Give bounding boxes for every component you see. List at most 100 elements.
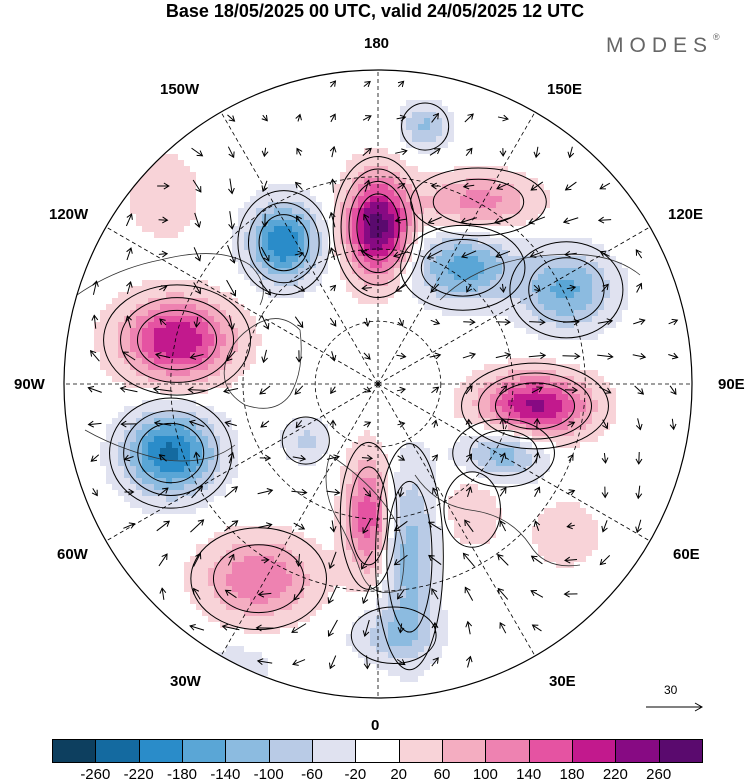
field-cell xyxy=(502,370,509,377)
field-cell xyxy=(274,340,281,347)
field-cell xyxy=(160,226,167,233)
field-cell xyxy=(376,154,383,161)
field-cell xyxy=(448,220,455,227)
field-cell xyxy=(544,286,551,293)
field-cell xyxy=(130,346,137,353)
field-cell xyxy=(676,328,683,335)
field-cell xyxy=(568,226,575,233)
field-cell xyxy=(244,214,251,221)
field-cell xyxy=(352,304,359,311)
field-cell xyxy=(634,406,641,413)
field-cell xyxy=(400,208,407,215)
field-cell xyxy=(610,268,617,275)
field-cell xyxy=(430,292,437,299)
field-cell xyxy=(550,364,557,371)
field-cell xyxy=(178,328,185,335)
field-cell xyxy=(472,358,479,365)
field-cell xyxy=(460,160,467,167)
field-cell xyxy=(256,340,263,347)
field-cell xyxy=(418,388,425,395)
field-cell xyxy=(490,136,497,143)
field-cell xyxy=(160,352,167,359)
field-cell xyxy=(136,286,143,293)
field-cell xyxy=(232,148,239,155)
field-cell xyxy=(400,286,407,293)
field-cell xyxy=(148,226,155,233)
field-cell xyxy=(154,190,161,197)
field-cell xyxy=(154,358,161,365)
field-cell xyxy=(124,274,131,281)
field-cell xyxy=(238,280,245,287)
field-cell xyxy=(364,136,371,143)
field-cell xyxy=(148,364,155,371)
field-cell xyxy=(436,166,443,173)
field-cell xyxy=(442,376,449,383)
field-cell xyxy=(490,292,497,299)
field-cell xyxy=(280,322,287,329)
field-cell xyxy=(622,406,629,413)
field-cell xyxy=(412,310,419,317)
field-cell xyxy=(580,400,587,407)
field-cell xyxy=(214,124,221,131)
field-cell xyxy=(574,322,581,329)
field-cell xyxy=(118,316,125,323)
field-cell xyxy=(238,298,245,305)
field-cell xyxy=(634,316,641,323)
field-cell xyxy=(568,250,575,257)
field-cell xyxy=(544,304,551,311)
field-cell xyxy=(184,292,191,299)
field-cell xyxy=(172,286,179,293)
field-cell xyxy=(208,256,215,263)
field-cell xyxy=(106,256,113,263)
field-cell xyxy=(196,238,203,245)
field-cell xyxy=(448,94,455,101)
field-cell xyxy=(520,166,527,173)
field-cell xyxy=(424,316,431,323)
field-cell xyxy=(388,394,395,401)
field-cell xyxy=(574,148,581,155)
field-cell xyxy=(364,172,371,179)
field-cell xyxy=(622,364,629,371)
field-cell xyxy=(274,316,281,323)
field-cell xyxy=(472,400,479,407)
field-cell xyxy=(610,196,617,203)
field-cell xyxy=(340,298,347,305)
field-cell xyxy=(310,358,317,365)
field-cell xyxy=(550,340,557,347)
field-cell xyxy=(358,142,365,149)
field-cell xyxy=(304,328,311,335)
field-cell xyxy=(370,196,377,203)
field-cell xyxy=(244,130,251,137)
field-cell xyxy=(190,154,197,161)
field-cell xyxy=(478,394,485,401)
field-cell xyxy=(478,238,485,245)
field-cell xyxy=(400,190,407,197)
field-cell xyxy=(352,106,359,113)
field-cell xyxy=(628,280,635,287)
field-cell xyxy=(622,238,629,245)
field-cell xyxy=(460,106,467,113)
field-cell xyxy=(286,316,293,323)
field-cell xyxy=(244,352,251,359)
field-cell xyxy=(676,364,683,371)
field-cell xyxy=(574,310,581,317)
field-cell xyxy=(616,358,623,365)
field-cell xyxy=(586,214,593,221)
field-cell xyxy=(556,262,563,269)
field-cell xyxy=(280,94,287,101)
field-cell xyxy=(550,202,557,209)
field-cell xyxy=(514,220,521,227)
field-cell xyxy=(328,328,335,335)
field-cell xyxy=(364,412,371,419)
field-cell xyxy=(436,136,443,143)
field-cell xyxy=(214,208,221,215)
field-cell xyxy=(436,196,443,203)
field-cell xyxy=(400,118,407,125)
field-cell xyxy=(226,112,233,119)
field-cell xyxy=(124,250,131,257)
field-cell xyxy=(652,370,659,377)
field-cell xyxy=(82,346,89,353)
field-cell xyxy=(586,268,593,275)
field-cell xyxy=(166,226,173,233)
field-cell xyxy=(616,310,623,317)
